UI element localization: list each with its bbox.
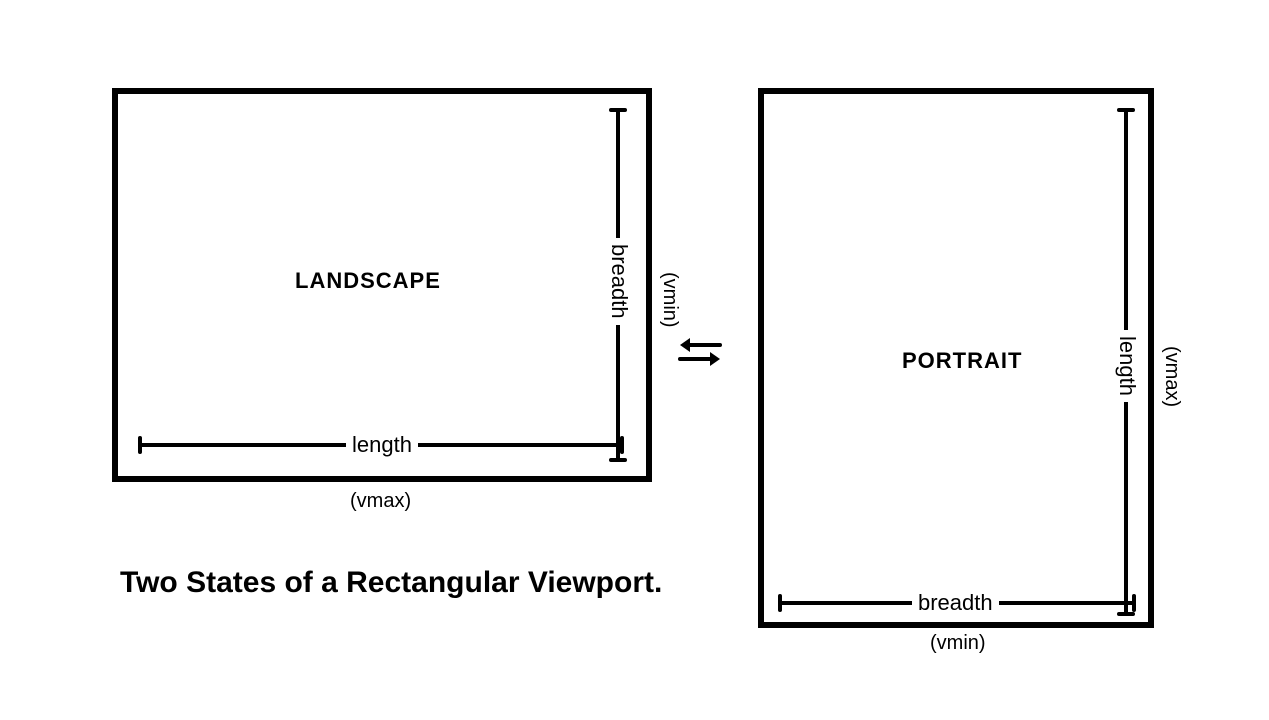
portrait-title: PORTRAIT (902, 348, 1022, 374)
portrait-vmin-label: (vmin) (930, 632, 986, 655)
portrait-breadth-label: breadth (912, 590, 999, 616)
portrait-length-label: length (1114, 330, 1140, 402)
landscape-length-label: length (346, 432, 418, 458)
landscape-breadth-label: breadth (606, 238, 632, 325)
diagram-stage: LANDSCAPE PORTRAIT length breadth breadt… (0, 0, 1269, 720)
portrait-vmax-label: (vmax) (1160, 346, 1183, 407)
landscape-vmax-label: (vmax) (350, 490, 411, 513)
diagram-caption: Two States of a Rectangular Viewport. (120, 566, 662, 600)
landscape-title: LANDSCAPE (295, 268, 441, 294)
landscape-vmin-label: (vmin) (658, 272, 681, 328)
